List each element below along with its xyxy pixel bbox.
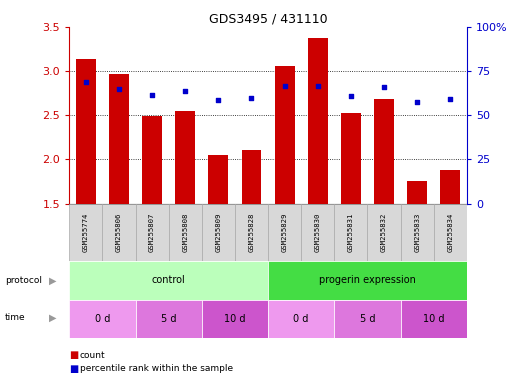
Text: GSM255833: GSM255833 xyxy=(414,213,420,252)
Text: GSM255830: GSM255830 xyxy=(315,213,321,252)
Bar xyxy=(76,59,96,204)
Text: GSM255831: GSM255831 xyxy=(348,213,354,252)
Text: GSM255806: GSM255806 xyxy=(116,213,122,252)
Text: 0 d: 0 d xyxy=(95,314,110,324)
Text: 10 d: 10 d xyxy=(423,314,444,324)
Text: GSM255807: GSM255807 xyxy=(149,213,155,252)
Point xyxy=(347,93,355,99)
Point xyxy=(214,97,223,103)
Text: ■: ■ xyxy=(69,364,78,374)
Text: count: count xyxy=(80,351,105,360)
Bar xyxy=(202,204,235,261)
Text: protocol: protocol xyxy=(5,276,42,285)
Bar xyxy=(142,116,162,204)
Bar xyxy=(242,150,262,204)
Text: GSM255774: GSM255774 xyxy=(83,213,89,252)
Bar xyxy=(268,300,334,338)
Bar xyxy=(274,66,294,204)
Bar xyxy=(109,74,129,204)
Text: control: control xyxy=(152,275,186,285)
Title: GDS3495 / 431110: GDS3495 / 431110 xyxy=(209,13,327,26)
Text: GSM255809: GSM255809 xyxy=(215,213,221,252)
Bar xyxy=(341,113,361,204)
Bar xyxy=(208,155,228,204)
Text: progerin expression: progerin expression xyxy=(319,275,416,285)
Bar xyxy=(69,300,135,338)
Bar xyxy=(374,99,394,204)
Point xyxy=(446,96,455,103)
Bar xyxy=(334,300,401,338)
Bar xyxy=(440,170,460,204)
Point xyxy=(281,83,289,89)
Bar xyxy=(407,182,427,204)
Bar xyxy=(69,204,103,261)
Point xyxy=(313,83,322,89)
Text: time: time xyxy=(5,313,26,323)
Point xyxy=(413,99,421,105)
Text: percentile rank within the sample: percentile rank within the sample xyxy=(80,364,232,373)
Point xyxy=(148,92,156,98)
Text: GSM255834: GSM255834 xyxy=(447,213,453,252)
Text: ■: ■ xyxy=(69,350,78,360)
Bar xyxy=(169,204,202,261)
Text: ▶: ▶ xyxy=(49,275,56,285)
Bar xyxy=(301,204,334,261)
Bar xyxy=(103,204,135,261)
Text: GSM255832: GSM255832 xyxy=(381,213,387,252)
Text: ▶: ▶ xyxy=(49,313,56,323)
Bar xyxy=(268,261,467,300)
Bar xyxy=(69,261,268,300)
Bar xyxy=(401,300,467,338)
Bar xyxy=(135,300,202,338)
Point xyxy=(82,79,90,85)
Text: 5 d: 5 d xyxy=(161,314,176,324)
Text: 5 d: 5 d xyxy=(360,314,375,324)
Bar xyxy=(367,204,401,261)
Bar xyxy=(268,204,301,261)
Point xyxy=(115,86,123,92)
Text: GSM255829: GSM255829 xyxy=(282,213,288,252)
Point xyxy=(181,88,189,94)
Point xyxy=(380,84,388,90)
Text: 10 d: 10 d xyxy=(224,314,246,324)
Text: GSM255808: GSM255808 xyxy=(182,213,188,252)
Point xyxy=(247,94,255,101)
Bar xyxy=(135,204,169,261)
Bar xyxy=(175,111,195,204)
Text: GSM255828: GSM255828 xyxy=(248,213,254,252)
Bar xyxy=(433,204,467,261)
Bar xyxy=(401,204,433,261)
Bar xyxy=(308,38,328,204)
Bar xyxy=(235,204,268,261)
Bar xyxy=(202,300,268,338)
Text: 0 d: 0 d xyxy=(293,314,309,324)
Bar xyxy=(334,204,367,261)
